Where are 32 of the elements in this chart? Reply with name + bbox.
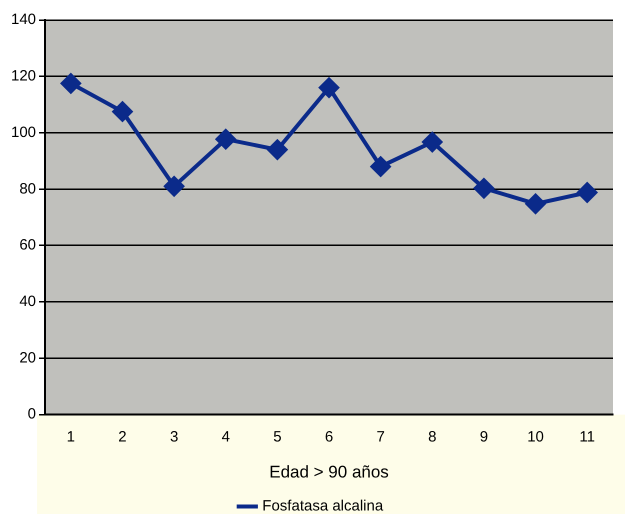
legend-label: Fosfatasa alcalina [262, 498, 384, 515]
y-tick-label: 80 [19, 180, 36, 198]
point [474, 178, 494, 198]
point [60, 73, 81, 94]
x-tick-label: 4 [222, 428, 230, 446]
x-tick-label: 5 [273, 428, 282, 446]
point [164, 176, 184, 196]
x-tick-label: 1 [66, 428, 76, 446]
y-tick-label: 0 [28, 406, 36, 423]
point [577, 182, 598, 202]
y-tick-label: 40 [19, 293, 36, 310]
point [112, 102, 132, 122]
point [319, 78, 340, 98]
x-tick-label: 8 [428, 428, 436, 446]
x-tick-label: 2 [118, 428, 127, 446]
y-tick-label: 140 [10, 11, 36, 28]
y-tick-label: 20 [19, 349, 36, 366]
x-tick-label: 11 [579, 428, 595, 446]
y-tick-label: 100 [10, 124, 36, 141]
point [267, 140, 288, 160]
x-tick-label: 6 [324, 428, 334, 446]
x-tick-label: 10 [527, 428, 544, 446]
y-tick-label: 120 [10, 68, 36, 85]
x-tick-label: 7 [376, 428, 385, 446]
point [370, 156, 391, 177]
point [422, 132, 442, 152]
point [526, 194, 546, 214]
x-tick-label: 9 [480, 428, 488, 446]
point [216, 129, 236, 150]
x-tick-label: 3 [170, 428, 178, 446]
y-tick-label: 60 [19, 236, 36, 254]
x-axis-title: Edad > 90 años [269, 462, 389, 482]
